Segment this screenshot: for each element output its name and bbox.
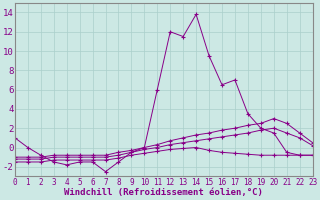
X-axis label: Windchill (Refroidissement éolien,°C): Windchill (Refroidissement éolien,°C) — [64, 188, 263, 197]
